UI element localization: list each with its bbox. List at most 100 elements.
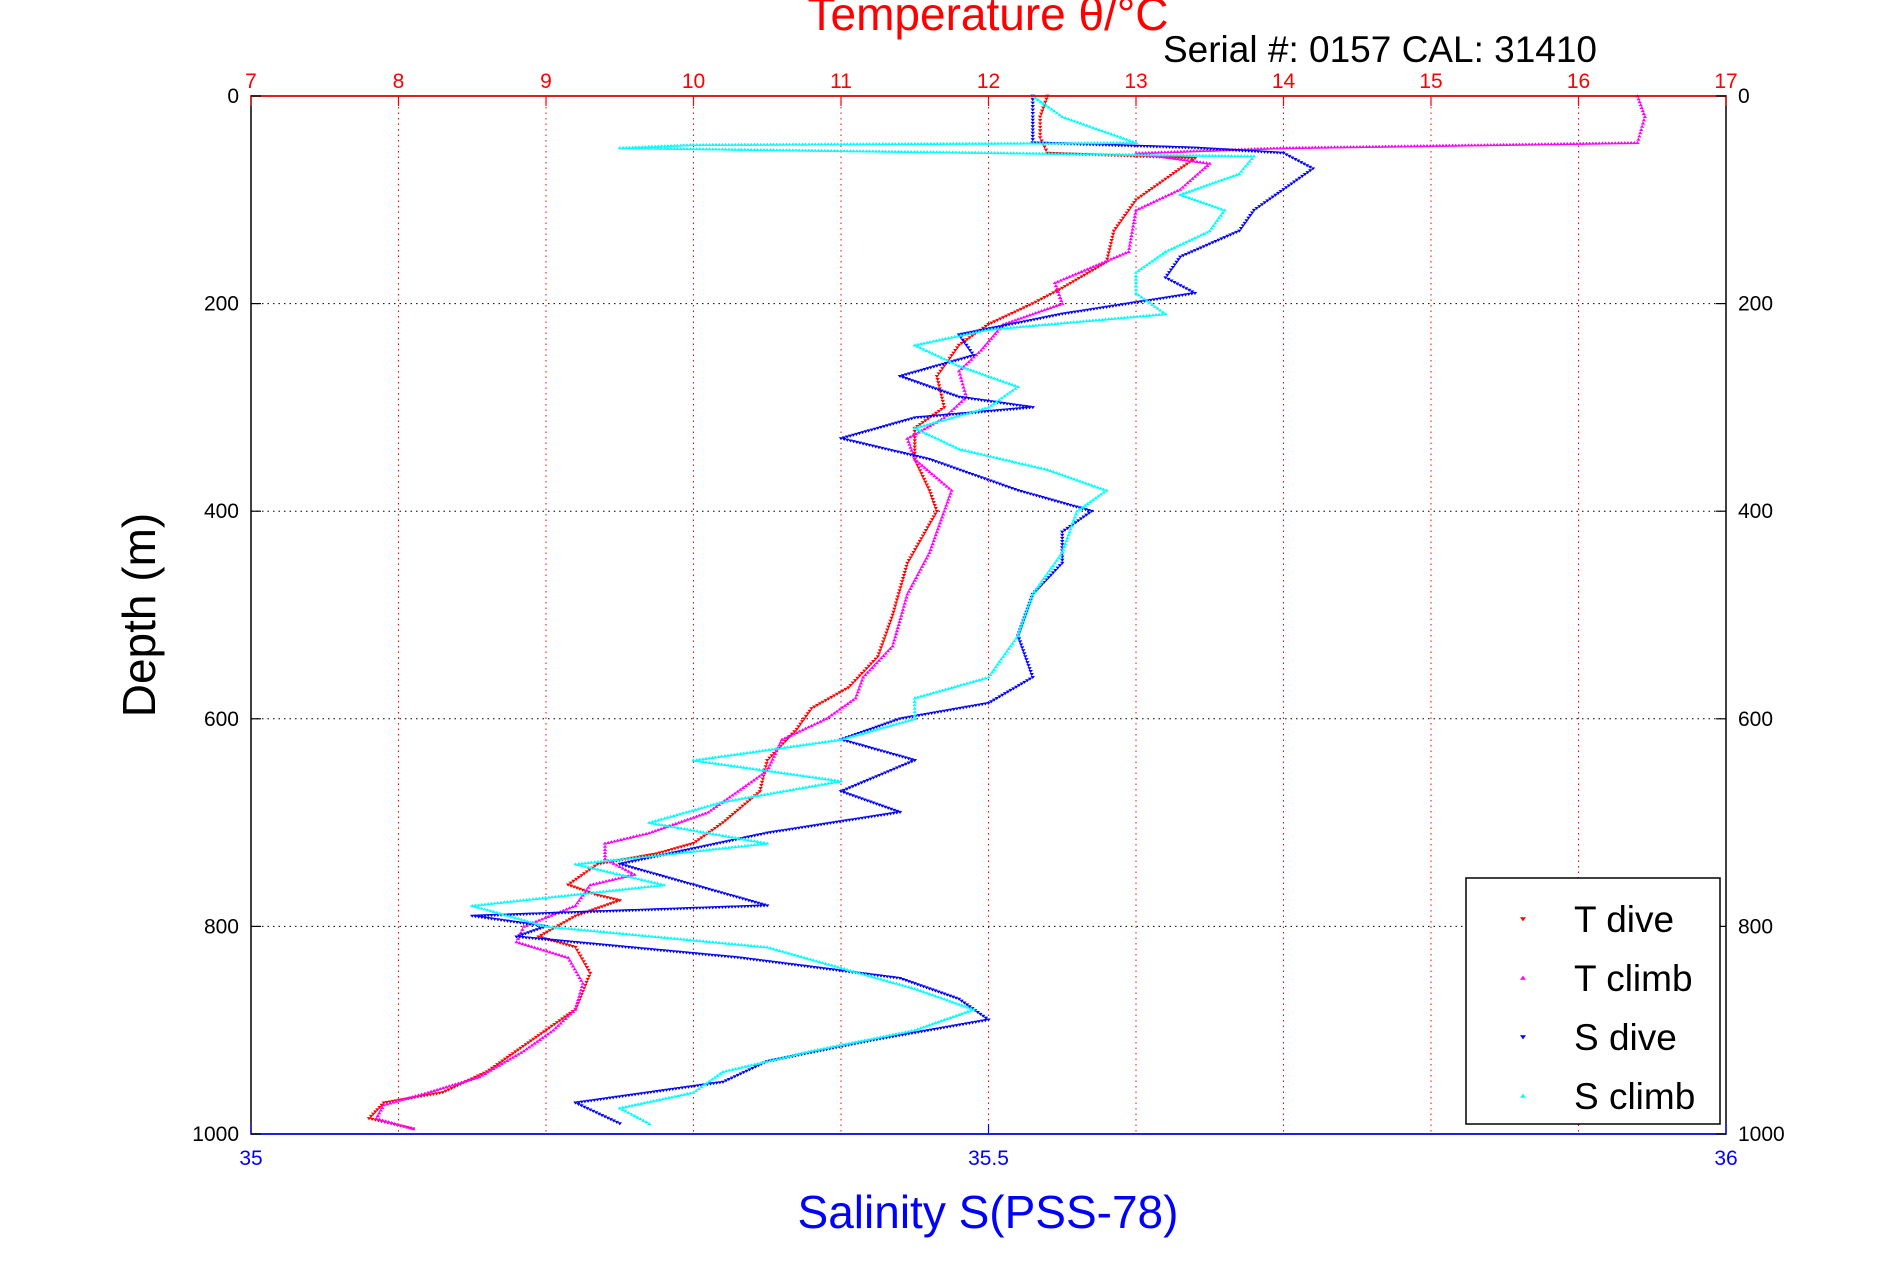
point-s-climb [662, 146, 667, 150]
point-s-dive [605, 1116, 611, 1120]
point-s-dive [853, 795, 858, 799]
point-s-dive [866, 746, 871, 750]
point-t-climb [1593, 141, 1599, 145]
point-s-climb [872, 728, 878, 732]
point-t-climb [924, 467, 930, 471]
point-s-climb [569, 927, 574, 931]
point-s-climb [912, 703, 917, 707]
point-t-climb [815, 721, 820, 725]
point-t-climb [957, 372, 963, 376]
point-t-climb [931, 539, 936, 543]
point-t-climb [848, 700, 853, 704]
point-s-climb [1078, 152, 1084, 156]
point-s-dive [656, 908, 661, 912]
point-t-dive [735, 808, 740, 812]
point-t-climb [600, 880, 606, 884]
point-s-dive [646, 908, 651, 912]
point-s-dive [604, 1097, 610, 1101]
point-t-climb [738, 787, 743, 791]
point-s-climb [1075, 152, 1081, 156]
point-s-dive [844, 819, 849, 823]
point-s-climb [971, 1007, 976, 1011]
point-s-climb [702, 805, 707, 809]
point-t-climb [1536, 142, 1541, 146]
point-s-climb [556, 925, 562, 929]
point-s-climb [623, 874, 629, 878]
point-s-dive [1166, 271, 1172, 275]
point-s-climb [878, 1035, 883, 1039]
point-t-climb [474, 1076, 479, 1080]
point-t-dive [1084, 272, 1090, 276]
point-s-dive [737, 896, 742, 900]
point-t-climb [570, 1009, 576, 1014]
point-t-climb [942, 509, 947, 513]
point-t-dive [800, 720, 805, 724]
point-s-dive [1060, 561, 1065, 565]
point-s-dive [1025, 491, 1030, 495]
point-s-dive [720, 905, 725, 909]
point-s-dive [1030, 105, 1035, 109]
point-s-climb [1010, 641, 1015, 645]
point-s-climb [989, 327, 994, 331]
point-s-dive [966, 346, 971, 350]
point-s-dive [897, 1034, 902, 1038]
point-t-dive [1043, 148, 1049, 152]
point-s-climb [947, 443, 953, 447]
point-s-dive [508, 920, 513, 924]
point-t-climb [404, 1125, 410, 1129]
point-s-climb [788, 744, 793, 748]
point-s-climb [491, 909, 496, 914]
point-s-dive [1074, 505, 1079, 509]
point-s-dive [941, 413, 946, 418]
point-t-climb [575, 973, 581, 977]
point-s-dive [982, 477, 987, 481]
point-s-dive [1201, 245, 1207, 249]
point-s-climb [1009, 382, 1015, 386]
point-s-dive [900, 755, 905, 759]
point-t-dive [921, 477, 927, 481]
point-s-climb [796, 148, 802, 152]
point-s-climb [1081, 122, 1086, 126]
point-t-climb [911, 581, 916, 585]
point-t-climb [935, 527, 941, 531]
point-t-climb [1431, 143, 1436, 148]
point-t-climb [549, 913, 554, 917]
point-s-climb [723, 941, 728, 945]
point-s-dive [866, 429, 871, 433]
point-t-climb [903, 598, 908, 602]
point-t-climb [1447, 143, 1452, 147]
point-s-climb [927, 992, 932, 996]
point-s-dive [1300, 174, 1305, 178]
point-t-dive [584, 966, 590, 970]
point-s-climb [742, 142, 748, 146]
point-s-dive [919, 713, 925, 717]
point-s-climb [966, 150, 972, 154]
point-s-dive [1268, 151, 1274, 155]
point-s-dive [1158, 297, 1163, 301]
point-s-dive [678, 907, 683, 911]
point-t-climb [1450, 143, 1455, 147]
point-s-dive [910, 371, 915, 375]
point-s-climb [837, 1043, 842, 1047]
depth-tick-label-left: 0 [227, 85, 239, 108]
point-s-climb [1157, 308, 1163, 312]
point-s-climb [848, 968, 853, 972]
point-s-dive [642, 869, 647, 873]
point-t-climb [565, 1014, 571, 1018]
point-s-climb [939, 355, 944, 359]
point-t-climb [859, 678, 865, 682]
point-s-dive [928, 366, 933, 370]
point-t-climb [1577, 141, 1583, 145]
point-s-climb [1074, 320, 1080, 324]
point-s-climb [1247, 159, 1252, 163]
point-s-climb [1133, 277, 1139, 281]
point-s-dive [675, 879, 681, 883]
point-s-dive [853, 783, 858, 787]
point-s-climb [729, 142, 735, 146]
point-t-climb [386, 1120, 391, 1124]
point-t-climb [1510, 142, 1516, 146]
point-s-dive [1082, 309, 1087, 313]
point-t-climb [1162, 155, 1168, 159]
point-s-dive [891, 811, 896, 815]
point-s-climb [686, 809, 692, 813]
